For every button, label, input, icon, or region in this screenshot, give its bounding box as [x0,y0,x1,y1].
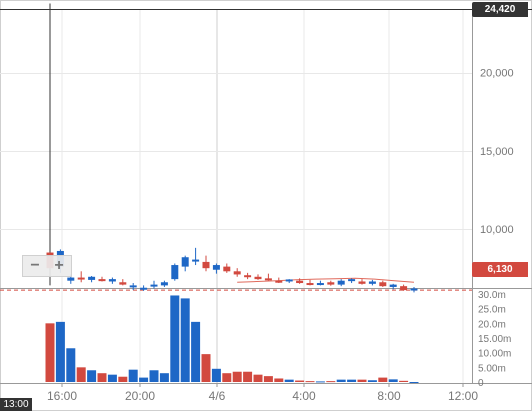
volume-tick-label: 15.00m [478,334,511,345]
volume-bar [274,378,284,382]
candle-body [400,286,408,291]
last-price-badge: 6,130 [472,262,528,277]
volume-bar [357,379,367,382]
candle-body [264,278,272,281]
moving-average-line [237,277,415,283]
x-tick-label: 8:00 [377,389,401,403]
high-price-badge: 24,420 [472,2,528,17]
candle-body [348,279,356,282]
volume-tick-label: 10.00m [478,349,511,360]
volume-bar [399,380,409,382]
volume-bar [66,348,76,382]
candle-body [223,266,231,272]
volume-bar [388,379,398,382]
volume-tick-label: 5.00m [478,363,506,374]
zoom-in-button[interactable]: + [54,257,64,274]
zoom-out-button[interactable]: − [30,257,40,274]
candle-body [368,281,376,284]
volume-bar [139,377,149,382]
volume-bar [180,298,190,382]
volume-bar [243,371,253,382]
volume-bar [149,370,159,382]
candle-body [410,288,418,291]
candle-body [108,279,116,282]
volume-bar [222,373,232,382]
volume-bar [76,367,86,382]
zoom-controls: − + [22,255,72,277]
volume-bar [107,374,117,382]
candle-body [285,279,293,282]
volume-tick-label: 25.0m [478,305,506,316]
candle-body [296,280,304,284]
volume-bar [347,379,357,382]
volume-bar [367,380,377,382]
candle-body [181,257,189,267]
candle-body [202,261,210,269]
volume-bar [201,354,211,382]
volume-bar [326,381,336,383]
candle-body [77,277,85,280]
volume-bar [128,369,138,382]
volume-tick-label: 0 [478,378,484,389]
volume-tick-label: 20.0m [478,319,506,330]
candle-body [119,282,127,285]
candle-body [233,271,241,275]
candle-body [358,281,366,284]
candle-body [275,280,283,283]
volume-bar [55,321,65,382]
candle-body [160,282,168,286]
candle-body [67,277,75,281]
volume-bar [305,381,315,383]
x-tick-label: 16:00 [47,389,77,403]
y-tick-label: 15,000 [480,146,514,158]
volume-bar [87,370,97,382]
candle-body [306,283,314,286]
volume-bar [118,376,128,382]
volume-bar [232,371,242,382]
volume-bar [315,381,325,383]
candle-body [389,284,397,287]
candle-body [337,280,345,285]
crosshair-time-badge: 13:00 [0,398,32,411]
volume-bar [159,373,169,382]
x-tick-label: 4:00 [292,389,316,403]
x-tick-label: 12:00 [448,389,478,403]
volume-bar [253,374,263,382]
volume-bar [336,379,346,382]
candle-body [140,287,148,290]
volume-bar [284,379,294,382]
volume-bar [191,321,201,382]
candle-body [379,282,387,287]
volume-bar [170,295,180,382]
y-tick-label: 10,000 [480,224,514,236]
volume-tick-label: 30.0m [478,290,506,301]
volume-bar [409,382,419,383]
candle-body [150,284,158,287]
candle-body [327,282,335,285]
volume-bar [295,380,305,382]
x-tick-label: 4/6 [209,389,226,403]
candle-body [212,265,220,270]
y-tick-label: 20,000 [480,68,514,80]
candle-body [244,275,252,278]
candle-body [98,279,106,282]
candle-body [88,276,96,280]
volume-bar [45,323,55,382]
candle-body [129,285,137,288]
volume-bar [378,377,388,382]
volume-bar [211,368,221,382]
volume-bar [97,373,107,382]
candle-body [192,259,200,262]
candle-body [316,283,324,286]
candle-body [171,265,179,280]
volume-bar [263,376,273,382]
candle-body [254,276,262,280]
x-tick-label: 20:00 [125,389,155,403]
